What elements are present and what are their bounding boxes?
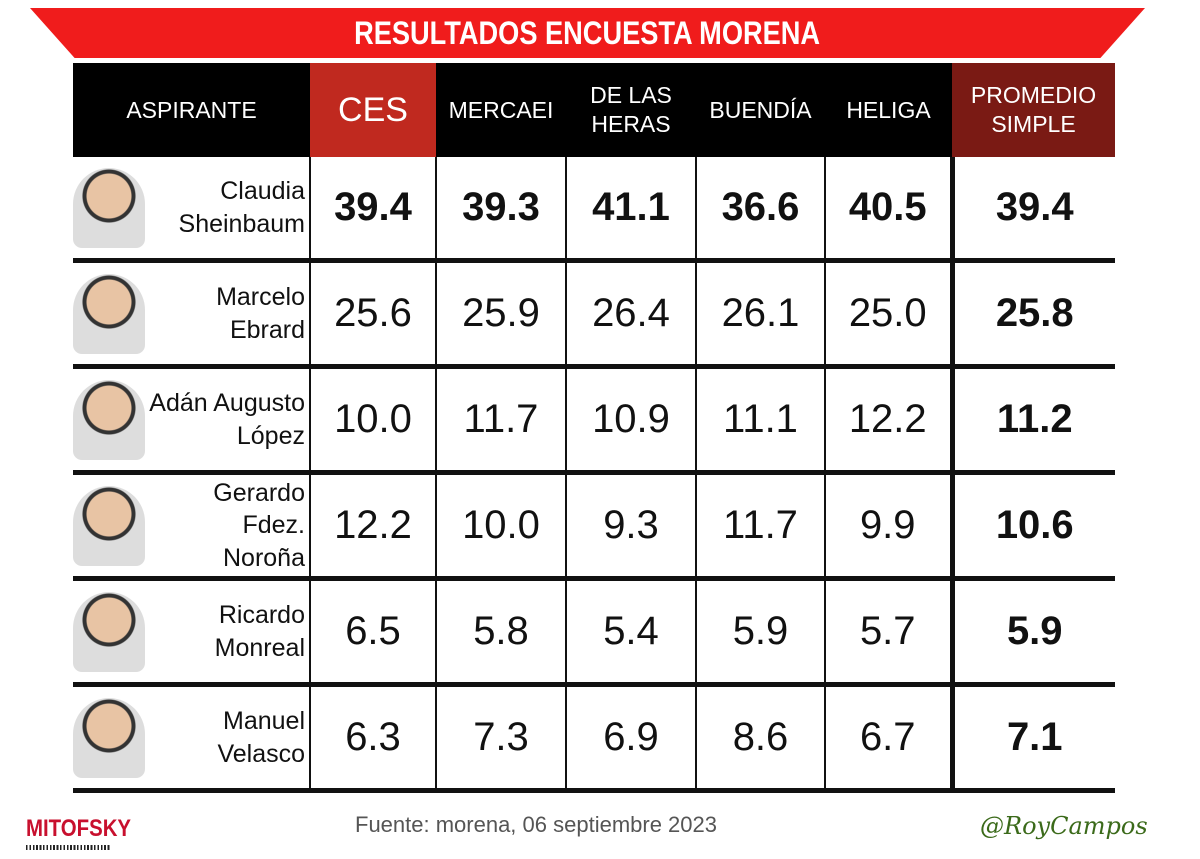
candidate-cell: Adán Augusto López [73,366,310,475]
average-value: 25.8 [949,260,1115,369]
poll-value: 25.0 [824,260,952,369]
poll-value: 39.3 [435,157,566,263]
poll-value: 11.7 [435,366,566,475]
poll-value: 12.2 [824,366,952,475]
avatar [73,697,145,778]
poll-value: 5.8 [435,578,566,687]
poll-value: 26.4 [565,260,696,369]
column-header: MERCAEI [436,63,566,157]
candidate-cell: Marcelo Ebrard [73,260,310,369]
title: RESULTADOS ENCUESTA MORENA [354,14,821,51]
poll-value: 41.1 [565,157,696,263]
name-line: Sheinbaum [178,209,305,238]
avatar [73,167,145,248]
column-header: PROMEDIO SIMPLE [952,63,1115,157]
title-banner: RESULTADOS ENCUESTA MORENA [30,8,1145,58]
column-header: ASPIRANTE [73,63,310,157]
candidate-name: Gerardo Fdez. Noroña [145,477,305,575]
average-value: 5.9 [949,578,1115,687]
poll-value: 6.3 [309,684,436,793]
table-row: Ricardo Monreal 6.5 5.8 5.4 5.9 5.7 5.9 [73,578,1115,687]
avatar [73,591,145,672]
name-line: Manuel [223,707,305,735]
name-line: López [236,421,305,450]
avatar [73,485,145,566]
average-value: 10.6 [949,472,1115,581]
average-value: 39.4 [949,157,1115,263]
poll-value: 12.2 [309,472,436,581]
column-header: BUENDÍA [696,63,825,157]
column-header: CES [310,63,436,157]
name-line: Noroña [223,543,305,572]
poll-value: 9.3 [565,472,696,581]
name-line: Claudia [220,177,305,205]
poll-value: 36.6 [695,157,825,263]
candidate-name: Claudia Sheinbaum [179,175,305,240]
poll-value: 26.1 [695,260,825,369]
candidate-cell: Gerardo Fdez. Noroña [73,472,310,581]
poll-value: 11.7 [695,472,825,581]
table-row: Manuel Velasco 6.3 7.3 6.9 8.6 6.7 7.1 [73,684,1115,793]
table-row: Gerardo Fdez. Noroña 12.2 10.0 9.3 11.7 9.9 10.… [73,472,1115,581]
poll-value: 25.9 [435,260,566,369]
column-header: DE LAS HERAS [566,63,696,157]
source-note: Fuente: morena, 06 septiembre 2023 [355,812,718,837]
candidate-cell: Manuel Velasco [73,684,310,793]
avatar [73,273,145,354]
poll-value: 6.9 [565,684,696,793]
table-row: Adán Augusto López 10.0 11.7 10.9 11.1 12.2 11.… [73,366,1115,475]
name-line: Monreal [214,633,305,662]
average-value: 7.1 [949,684,1115,793]
candidate-name: Ricardo Monreal [215,599,305,664]
poll-value: 10.9 [565,366,696,475]
poll-value: 5.7 [824,578,952,687]
signature: @RoyCampos [980,812,1148,840]
avatar [73,379,145,460]
poll-value: 9.9 [824,472,952,581]
table-row: Marcelo Ebrard 25.6 25.9 26.4 26.1 25.0 25.8 [73,260,1115,369]
name-line: Ricardo [218,601,305,629]
candidate-name: Adán Augusto López [149,387,305,452]
name-line: Adán Augusto [149,389,305,417]
poll-value: 8.6 [695,684,825,793]
poll-value: 5.9 [695,578,825,687]
name-line: Gerardo Fdez. [213,478,305,540]
poll-value: 25.6 [309,260,436,369]
table-row: Claudia Sheinbaum 39.4 39.3 41.1 36.6 40.5 39.4 [73,157,1115,263]
candidate-name: Marcelo Ebrard [216,281,305,346]
poll-value: 6.5 [309,578,436,687]
name-line: Marcelo [216,283,305,311]
column-header: HELIGA [825,63,952,157]
poll-value: 7.3 [435,684,566,793]
candidate-name: Manuel Velasco [217,705,305,770]
poll-value: 5.4 [565,578,696,687]
name-line: Velasco [217,739,305,768]
candidate-cell: Ricardo Monreal [73,578,310,687]
mitofsky-logo: MITOFSKY [26,815,131,850]
name-line: Ebrard [229,315,305,344]
poll-value: 40.5 [824,157,952,263]
poll-value: 11.1 [695,366,825,475]
results-table: ASPIRANTE CES MERCAEI DE LAS HERAS BUENDÍA HEL… [73,63,1115,793]
average-value: 11.2 [949,366,1115,475]
poll-value: 39.4 [309,157,436,263]
poll-value: 10.0 [309,366,436,475]
poll-value: 6.7 [824,684,952,793]
poll-value: 10.0 [435,472,566,581]
candidate-cell: Claudia Sheinbaum [73,157,310,263]
